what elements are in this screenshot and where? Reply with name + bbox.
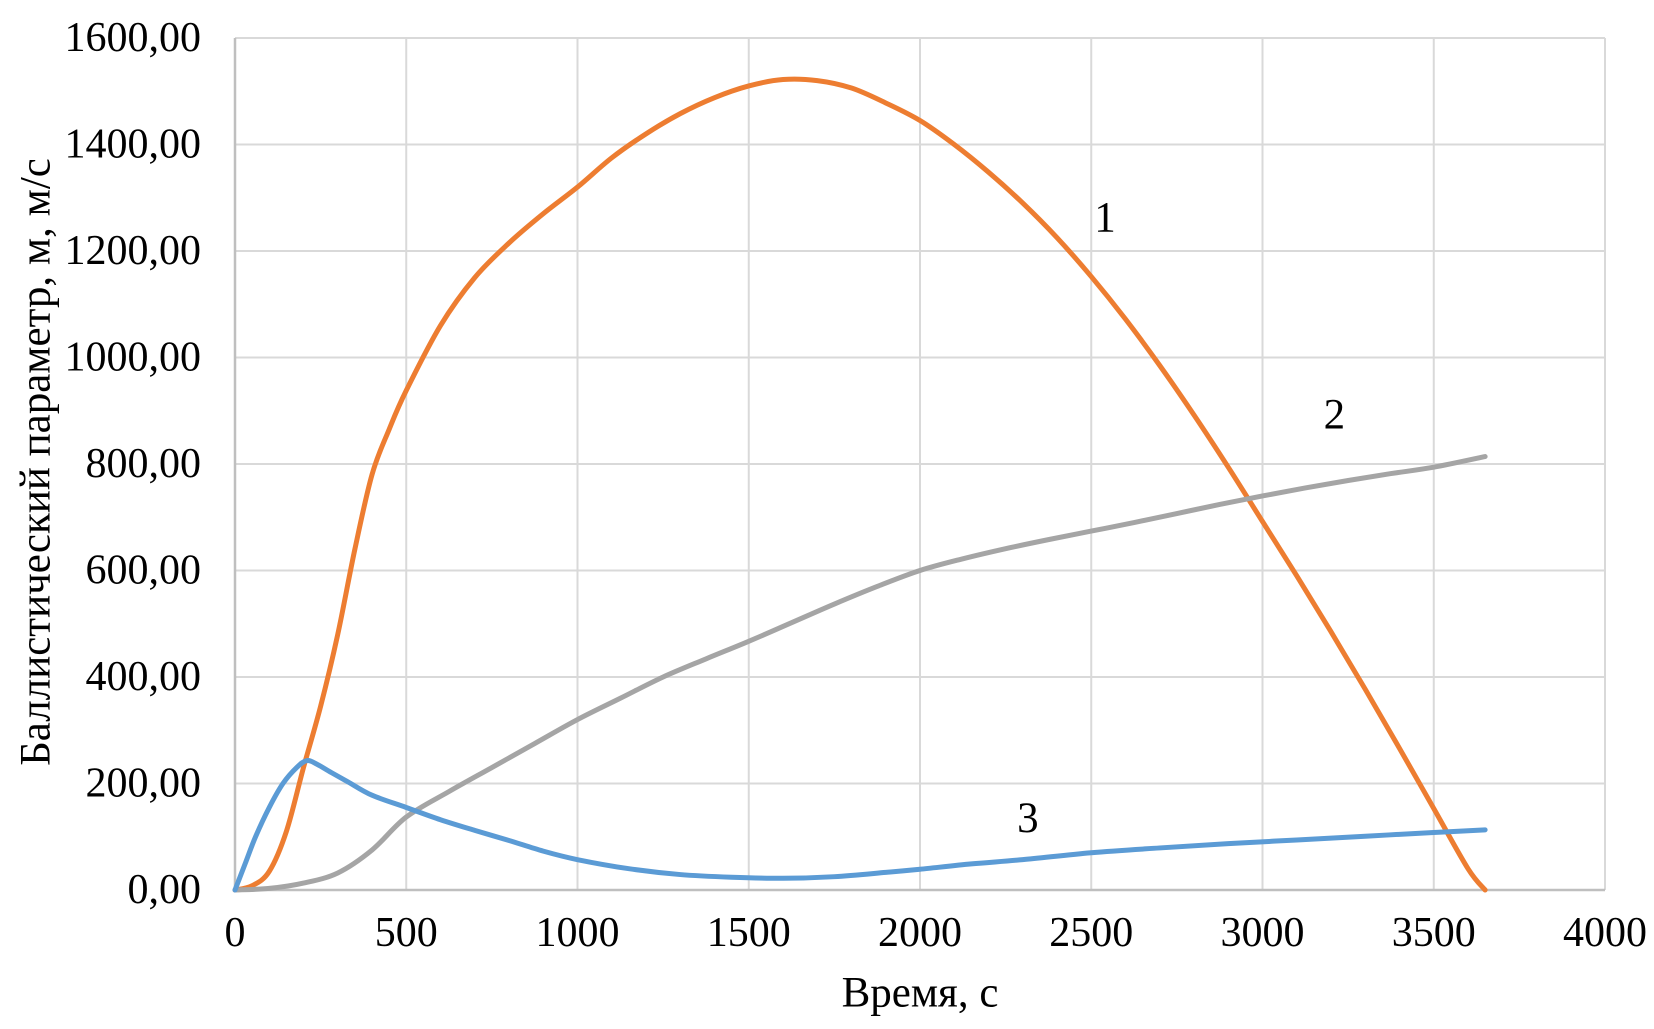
x-tick-label: 0 [225,910,246,956]
x-axis-title: Время, с [841,969,999,1017]
curve-1-line [232,76,1488,893]
y-tick-label: 600,00 [86,548,202,594]
x-tick-label: 2000 [878,910,962,956]
curve-2-label: 2 [1324,392,1346,439]
curve-3-label: 3 [1017,795,1039,842]
x-tick-label: 500 [375,910,438,956]
y-tick-label: 0,00 [128,867,202,913]
curve-2-line [232,454,1488,893]
curve-1-label: 1 [1094,194,1116,241]
y-tick-label: 1400,00 [65,122,202,168]
x-tick-label: 3000 [1221,910,1305,956]
curve-3-line [232,758,1488,893]
y-axis-title: Баллистический параметр, м, м/с [12,158,60,766]
y-tick-label: 400,00 [86,654,202,700]
y-tick-label: 800,00 [86,441,202,487]
x-tick-label: 1500 [707,910,791,956]
x-tick-label: 4000 [1563,910,1647,956]
tick-labels: 0,00 200,00 400,00 600,00 800,00 1000,00 1200,… [65,15,1648,956]
y-tick-label: 200,00 [86,761,202,807]
y-tick-label: 1200,00 [65,228,202,274]
axes [233,38,1605,892]
x-tick-label: 3500 [1392,910,1476,956]
y-tick-label: 1600,00 [65,15,202,61]
y-tick-label: 1000,00 [65,335,202,381]
x-tick-label: 1000 [536,910,620,956]
x-tick-label: 2500 [1049,910,1133,956]
gridlines [235,37,1606,890]
series-curves: 1 2 3 [232,76,1488,893]
